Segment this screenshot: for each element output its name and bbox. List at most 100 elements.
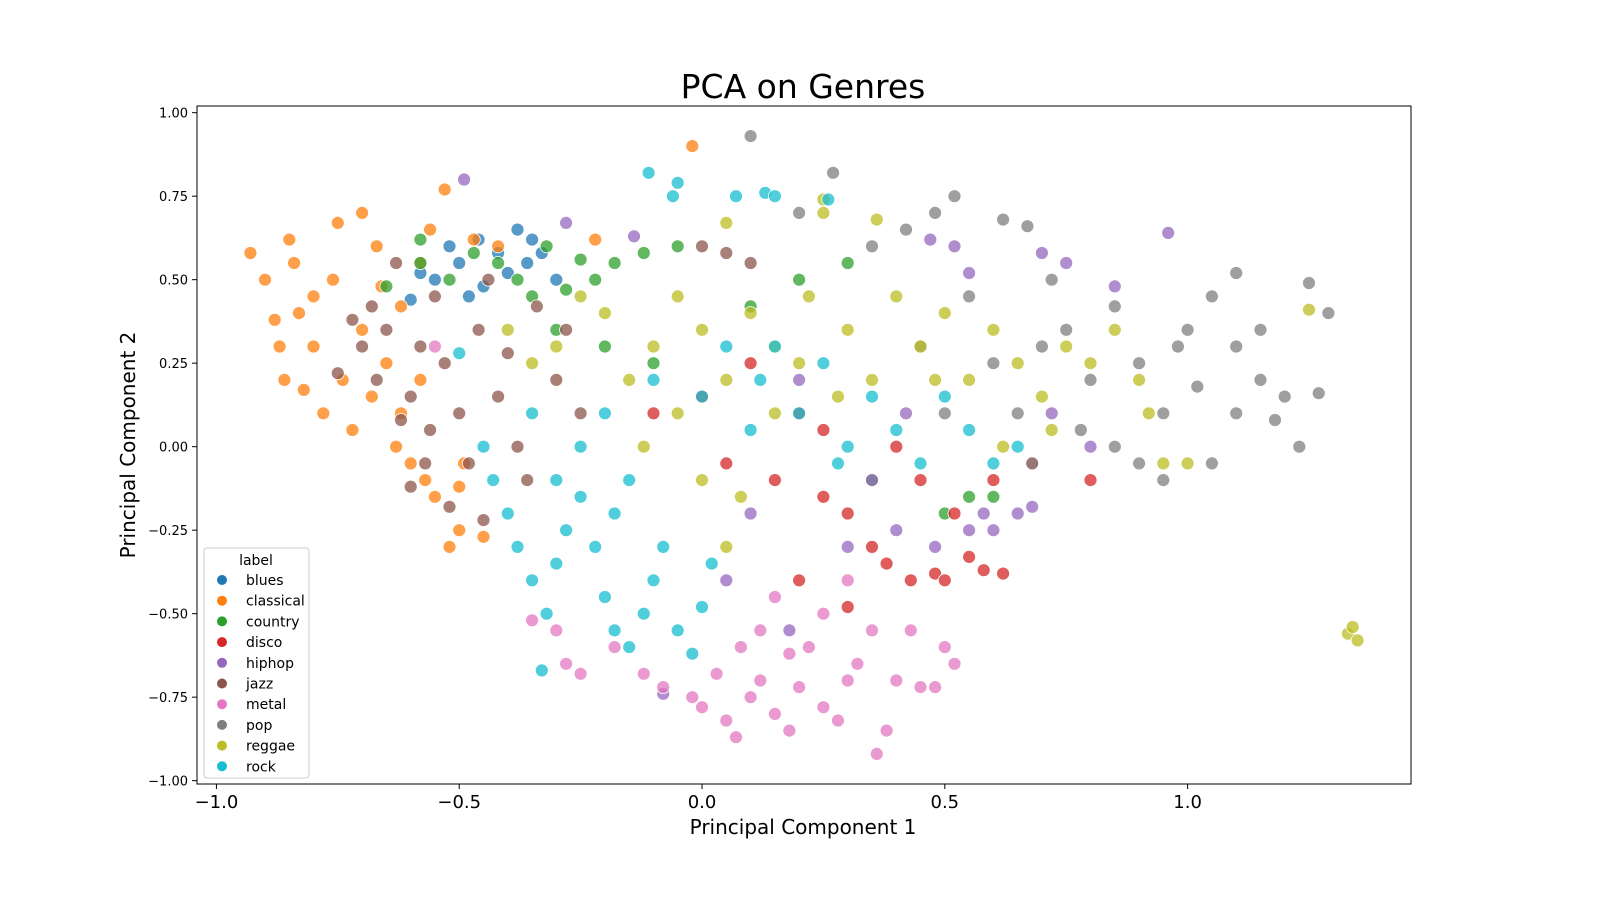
data-point-metal <box>802 640 816 654</box>
data-point-metal <box>636 666 651 681</box>
data-point-classical <box>452 479 467 494</box>
data-point-jazz <box>461 456 476 471</box>
data-point-reggae <box>986 322 1001 337</box>
data-point-country <box>646 356 661 371</box>
data-point-metal <box>792 680 806 694</box>
data-point-reggae <box>622 372 637 387</box>
data-point-rock <box>598 406 612 421</box>
data-point-jazz <box>481 272 496 287</box>
data-point-blues <box>500 266 515 280</box>
legend-marker-rock <box>217 761 227 772</box>
data-point-hiphop <box>792 372 806 387</box>
data-point-reggae <box>928 372 942 387</box>
data-point-metal <box>559 656 573 671</box>
data-point-jazz <box>510 439 525 454</box>
data-point-rock <box>573 489 588 504</box>
x-tick-label: −1.0 <box>195 792 239 813</box>
legend-label-country: country <box>246 614 300 630</box>
data-point-rock <box>704 556 719 571</box>
data-point-rock <box>622 473 637 488</box>
data-point-metal <box>768 590 782 604</box>
data-point-pop <box>1156 473 1171 488</box>
data-point-reggae <box>1107 322 1122 337</box>
legend-label-metal: metal <box>246 697 286 713</box>
data-point-classical <box>306 339 321 354</box>
data-point-rock <box>525 573 539 588</box>
data-point-reggae <box>1180 456 1195 471</box>
data-point-disco <box>879 556 894 571</box>
legend-label-hiphop: hiphop <box>246 656 294 672</box>
data-point-reggae <box>598 306 612 321</box>
data-point-country <box>598 339 612 354</box>
data-point-reggae <box>670 289 685 304</box>
data-point-country <box>670 239 685 254</box>
data-point-rock <box>768 189 782 204</box>
data-point-country <box>636 246 651 260</box>
data-point-blues <box>442 239 457 254</box>
data-point-jazz <box>476 513 491 527</box>
data-point-rock <box>670 175 685 190</box>
data-point-metal <box>685 690 700 705</box>
data-point-pop <box>1302 276 1316 290</box>
data-point-reggae <box>840 322 855 337</box>
data-point-pop <box>1020 219 1035 234</box>
data-point-metal <box>903 623 918 638</box>
data-point-country <box>840 256 855 270</box>
data-point-metal <box>937 640 952 654</box>
data-point-disco <box>646 406 661 421</box>
data-point-pop <box>986 356 1001 371</box>
data-point-classical <box>389 439 404 454</box>
data-point-classical <box>355 322 370 337</box>
data-point-jazz <box>719 246 734 260</box>
data-point-country <box>559 282 573 297</box>
data-point-hiphop <box>962 523 976 538</box>
data-point-rock <box>937 389 952 404</box>
data-point-rock <box>534 663 549 678</box>
data-point-classical <box>316 406 331 421</box>
data-point-pop <box>1180 322 1195 337</box>
y-tick-label: −0.50 <box>148 608 188 623</box>
data-point-disco <box>903 573 918 588</box>
data-point-hiphop <box>457 172 472 187</box>
data-point-reggae <box>1132 372 1146 387</box>
plot-frame <box>196 105 1412 785</box>
data-point-metal <box>869 747 884 761</box>
data-point-pop <box>899 222 913 237</box>
data-point-reggae <box>802 289 816 304</box>
data-point-rock <box>559 523 573 538</box>
data-point-reggae <box>646 339 661 354</box>
data-point-pop <box>1010 406 1025 421</box>
data-point-classical <box>277 372 292 387</box>
y-tick-label: 0.75 <box>159 190 188 205</box>
data-point-pop <box>1268 413 1282 427</box>
data-point-reggae <box>734 489 748 504</box>
data-point-metal <box>850 656 865 671</box>
data-point-rock <box>573 439 588 454</box>
data-point-pop <box>1171 339 1185 354</box>
data-point-metal <box>427 339 442 354</box>
data-point-metal <box>753 673 768 688</box>
chart-title: PCA on Genres <box>681 67 926 106</box>
data-point-pop <box>1044 272 1059 287</box>
data-point-pop <box>1190 379 1205 394</box>
data-point-reggae <box>695 473 709 488</box>
data-point-disco <box>937 573 952 588</box>
data-point-disco <box>768 473 782 488</box>
data-point-classical <box>267 312 282 327</box>
data-point-metal <box>734 640 748 654</box>
data-point-hiphop <box>1161 225 1176 240</box>
data-point-rock <box>636 606 651 621</box>
data-point-rock <box>685 646 700 661</box>
x-tick-label: 0.0 <box>688 792 717 813</box>
x-tick-label: −0.5 <box>437 792 481 813</box>
data-point-blues <box>452 256 467 270</box>
data-point-pop <box>1205 289 1219 304</box>
data-point-jazz <box>394 413 408 427</box>
data-point-reggae <box>1141 406 1156 421</box>
data-point-jazz <box>418 456 433 471</box>
data-point-jazz <box>530 299 544 314</box>
data-point-country <box>379 279 394 294</box>
x-tick-label: 1.0 <box>1173 792 1202 813</box>
data-point-hiphop <box>1107 279 1122 294</box>
data-point-reggae <box>1059 339 1074 354</box>
